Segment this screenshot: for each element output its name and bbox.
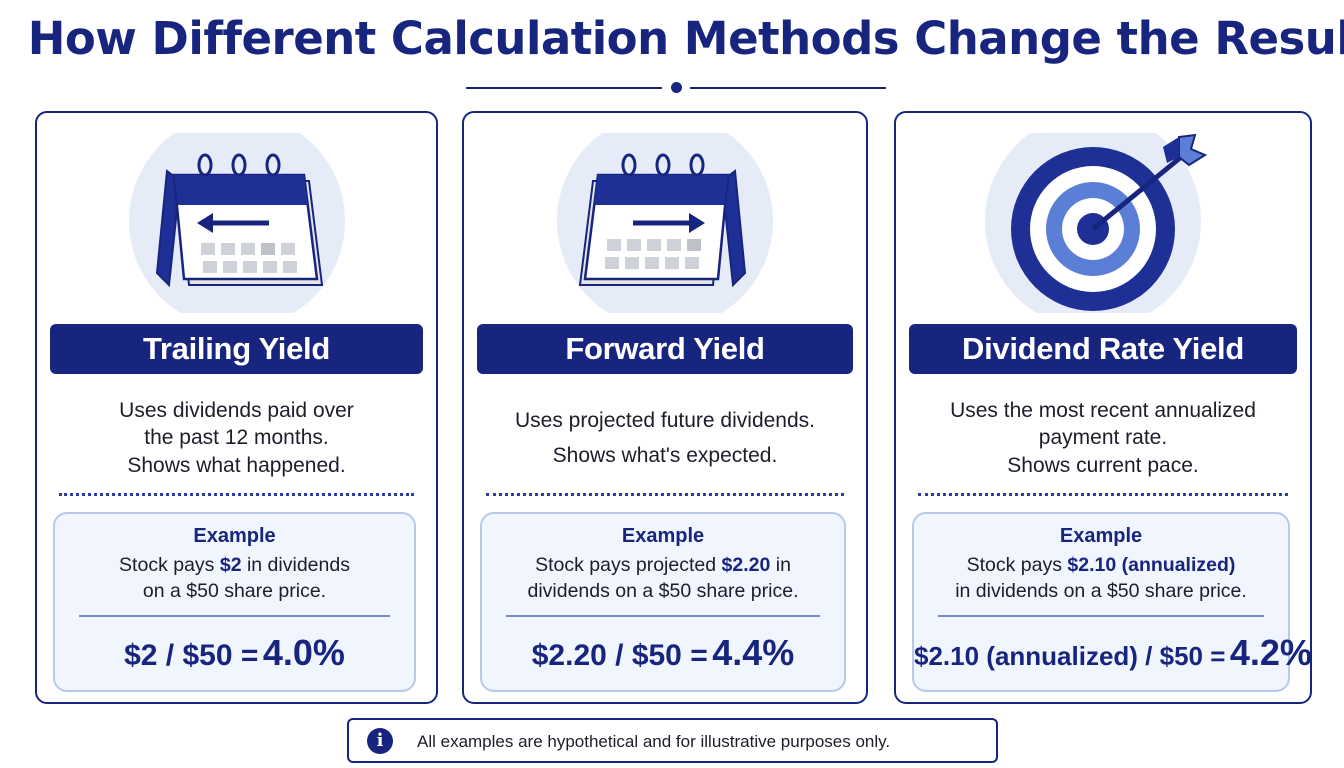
desc-line: Uses dividends paid over <box>119 398 354 422</box>
info-icon: i <box>367 728 393 754</box>
example-amount: $2.20 <box>721 554 771 576</box>
example-amount: $2 <box>219 554 242 576</box>
formula-expression: $2.20 / $50 = <box>531 639 708 672</box>
example-box: Example Stock pays $2.10 (annualized) in… <box>912 512 1312 692</box>
example-formula: $2.10 (annualized) / $50 = 4.2% <box>914 632 1312 674</box>
formula-result: 4.0% <box>262 632 345 673</box>
dotted-separator <box>918 493 1288 496</box>
desc-line: Uses projected future dividends. <box>515 409 815 432</box>
desc-line: Uses the most recent annualized <box>950 398 1256 422</box>
formula-result: 4.4% <box>712 632 795 673</box>
divider-line-right <box>690 87 886 89</box>
example-rule <box>938 615 1264 617</box>
example-line-1: Stock pays $2 in dividends <box>119 554 350 576</box>
calendar-back-arrow-icon <box>37 133 436 313</box>
formula-result: 4.2% <box>1229 632 1312 673</box>
example-rule <box>506 615 820 617</box>
card-forward-yield: Forward Yield Uses projected future divi… <box>462 111 868 704</box>
example-line-2: in dividends on a $50 share price. <box>955 580 1247 602</box>
disclaimer-text: All examples are hypothetical and for il… <box>417 732 891 751</box>
example-line-1: Stock pays $2.10 (annualized) <box>966 554 1236 576</box>
card-description: Uses projected future dividends. Shows w… <box>474 383 856 493</box>
desc-line: payment rate. <box>1038 426 1168 450</box>
example-formula: $2 / $50 = 4.0% <box>55 632 414 674</box>
card-description: Uses the most recent annualized payment … <box>906 383 1300 493</box>
title-divider <box>466 80 886 96</box>
card-heading: Dividend Rate Yield <box>909 324 1297 374</box>
formula-expression: $2.10 (annualized) / $50 = <box>914 641 1226 671</box>
page-title: How Different Calculation Methods Change… <box>27 12 1344 65</box>
target-arrow-icon <box>896 133 1310 313</box>
formula-expression: $2 / $50 = <box>124 639 259 672</box>
card-dividend-rate-yield: Dividend Rate Yield Uses the most recent… <box>894 111 1312 704</box>
dotted-separator <box>486 493 844 496</box>
example-title: Example <box>193 525 276 547</box>
example-amount: $2.10 (annualized) <box>1067 554 1236 576</box>
example-title: Example <box>621 525 705 547</box>
example-line-2: on a $50 share price. <box>142 580 327 602</box>
example-line-1: Stock pays projected $2.20 in <box>535 554 791 576</box>
dotted-separator <box>59 493 414 496</box>
card-heading: Trailing Yield <box>50 324 423 374</box>
example-line-2: dividends on a $50 share price. <box>527 580 799 602</box>
card-heading: Forward Yield <box>477 324 853 374</box>
card-trailing-yield: Trailing Yield Uses dividends paid over … <box>35 111 438 704</box>
desc-line: the past 12 months. <box>144 426 329 450</box>
example-box: Example Stock pays projected $2.20 in di… <box>480 512 846 692</box>
example-formula: $2.20 / $50 = 4.4% <box>482 632 844 674</box>
card-description: Uses dividends paid over the past 12 mon… <box>47 383 426 493</box>
desc-line: Shows what's expected. <box>552 444 778 467</box>
disclaimer-note: i All examples are hypothetical and for … <box>347 718 998 763</box>
calendar-forward-arrow-icon <box>464 133 866 313</box>
divider-dot <box>671 82 682 93</box>
example-rule <box>79 615 390 617</box>
divider-line-left <box>466 87 662 89</box>
desc-line: Shows current pace. <box>1007 453 1199 477</box>
example-box: Example Stock pays $2 in dividends on a … <box>53 512 416 692</box>
desc-line: Shows what happened. <box>127 453 346 477</box>
example-title: Example <box>1059 525 1143 547</box>
